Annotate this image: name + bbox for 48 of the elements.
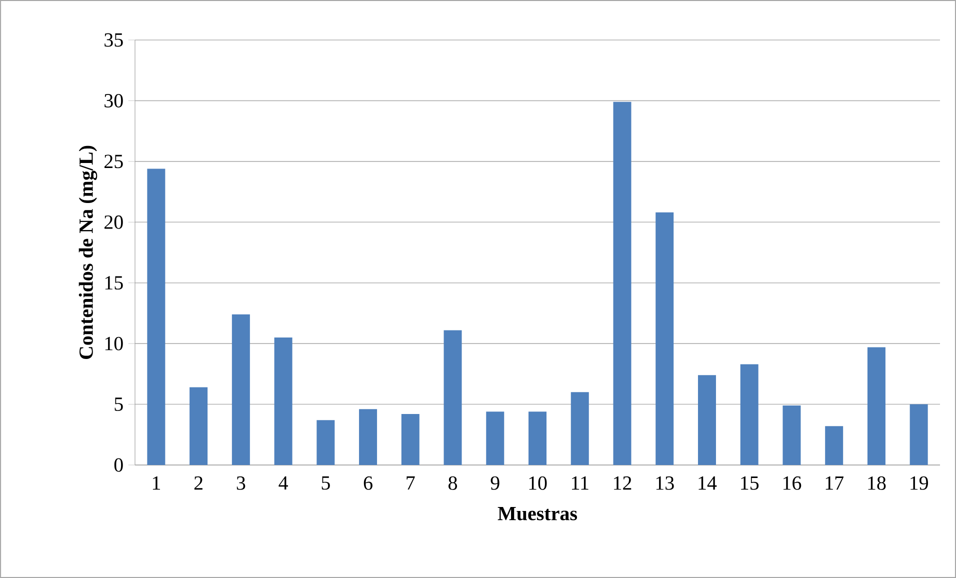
y-tick-label: 0 <box>114 458 123 472</box>
bar <box>782 406 801 465</box>
bar <box>825 426 844 465</box>
bar <box>867 347 886 465</box>
x-tick-label: 7 <box>406 476 415 490</box>
x-tick-label: 8 <box>448 476 458 490</box>
bar <box>274 338 292 465</box>
bar <box>528 412 547 465</box>
bar <box>570 392 589 465</box>
x-tick-label: 4 <box>278 476 288 490</box>
x-tick-label: 14 <box>698 476 717 490</box>
y-tick-label: 5 <box>114 398 123 411</box>
x-tick-label: 17 <box>826 476 844 490</box>
bar <box>656 212 674 465</box>
bar <box>910 404 928 465</box>
x-tick-label: 15 <box>741 476 759 490</box>
x-tick-label: 13 <box>656 476 674 490</box>
y-tick-label: 15 <box>105 276 123 290</box>
y-tick-label: 10 <box>105 336 123 350</box>
x-tick-label: 5 <box>322 476 330 490</box>
x-tick-label: 19 <box>910 476 928 490</box>
y-tick-label: 30 <box>104 94 123 108</box>
bar <box>190 387 208 465</box>
y-tick-label: 35 <box>104 33 123 47</box>
bar <box>232 314 250 465</box>
x-tick-label: 2 <box>194 476 202 490</box>
x-tick-label: 3 <box>236 476 246 490</box>
bar <box>316 420 335 465</box>
bar <box>359 409 378 465</box>
bar <box>698 375 716 465</box>
bar <box>486 412 504 465</box>
x-tick-label: 18 <box>868 476 886 490</box>
x-tick-label: 6 <box>364 476 372 490</box>
bar <box>444 330 462 465</box>
y-tick-label: 20 <box>104 215 123 229</box>
x-tick-label: 1 <box>152 476 160 490</box>
x-tick-label: 12 <box>614 476 632 490</box>
x-tick-label: 10 <box>529 476 547 490</box>
bar <box>147 168 166 465</box>
bar <box>740 364 758 465</box>
x-axis-title: Muestras <box>498 507 578 520</box>
bar <box>401 414 420 465</box>
y-tick-label: 25 <box>104 154 123 168</box>
bar <box>613 102 632 465</box>
x-tick-label: 11 <box>572 476 588 490</box>
y-axis-title: Contenidos de Na (mg/L) <box>78 146 98 360</box>
x-tick-label: 16 <box>783 476 802 490</box>
x-tick-label: 9 <box>490 476 500 490</box>
